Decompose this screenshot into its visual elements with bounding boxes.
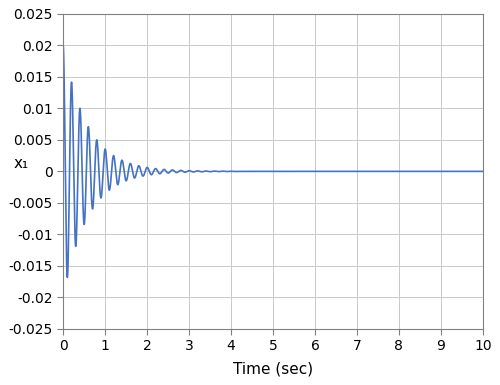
X-axis label: Time (sec): Time (sec) xyxy=(233,362,313,377)
Y-axis label: x₁: x₁ xyxy=(14,156,28,171)
